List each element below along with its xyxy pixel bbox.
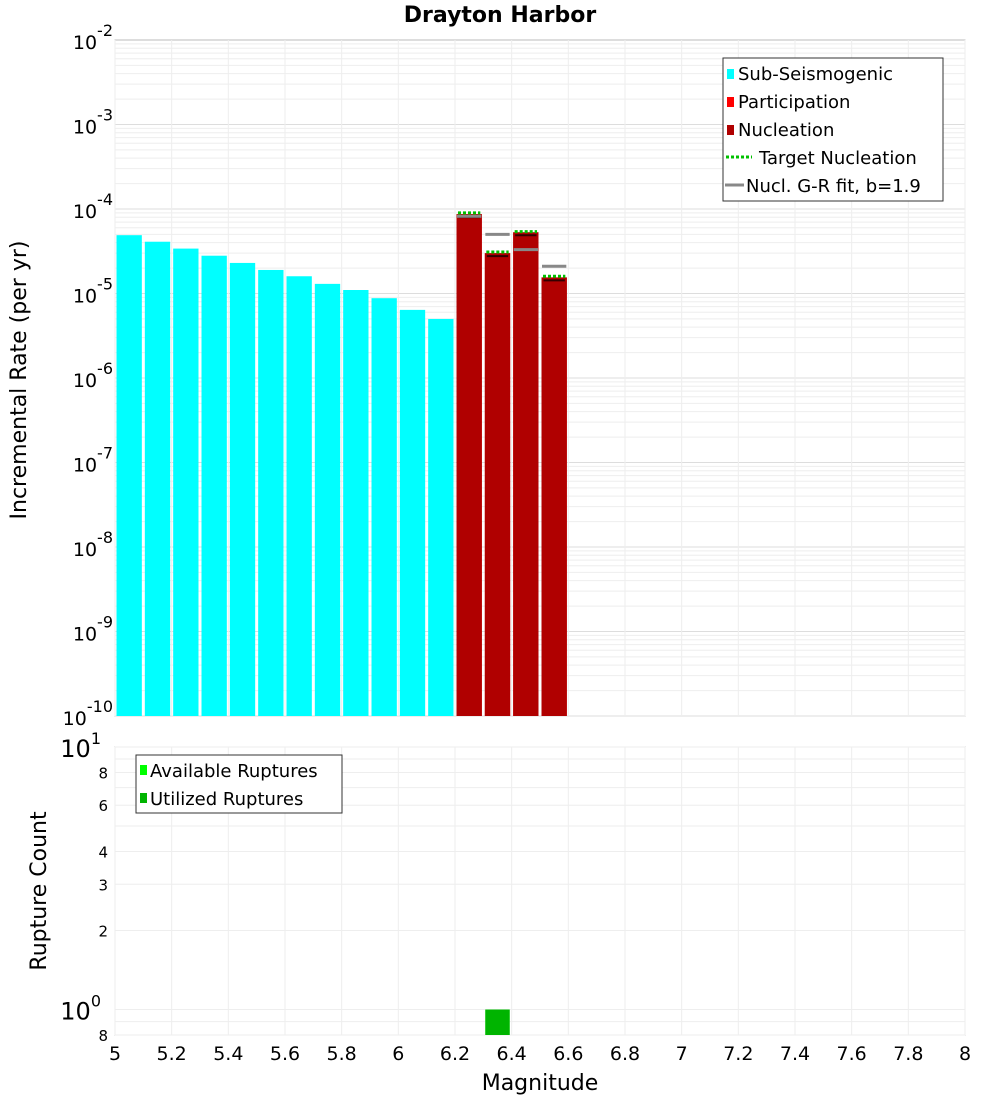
top-y-tick-label: 10-10 bbox=[63, 697, 113, 730]
legend-swatch-available-ruptures bbox=[140, 765, 147, 775]
bottom-legend: Available Ruptures Utilized Ruptures bbox=[135, 754, 343, 814]
legend-label-utilized-ruptures: Utilized Ruptures bbox=[150, 789, 303, 810]
legend-label-available-ruptures: Available Ruptures bbox=[150, 761, 318, 782]
legend-label-sub-seismogenic: Sub-Seismogenic bbox=[738, 64, 893, 85]
bar-sub-seismogenic bbox=[314, 283, 341, 716]
legend-label-gr-fit: Nucl. G-R fit, b=1.9 bbox=[746, 176, 921, 197]
bar-nucleation bbox=[484, 253, 511, 716]
top-y-tick-label: 10-2 bbox=[73, 21, 113, 54]
legend-swatch-utilized-ruptures bbox=[140, 793, 147, 803]
x-tick-label: 7 bbox=[676, 1043, 688, 1065]
top-y-tick-label: 10-6 bbox=[73, 359, 113, 392]
top-y-tick-labels: 10-10 10-9 10-8 10-7 10-6 10-5 10-4 10-3 10-2 bbox=[63, 21, 113, 730]
legend-label-target-nucleation: Target Nucleation bbox=[758, 148, 917, 169]
x-tick-label: 5 bbox=[109, 1043, 121, 1065]
top-bars bbox=[116, 214, 567, 716]
bar-sub-seismogenic bbox=[201, 255, 227, 716]
x-tick-label: 5.4 bbox=[213, 1043, 243, 1065]
x-tick-label: 5.2 bbox=[157, 1043, 187, 1065]
bar-sub-seismogenic bbox=[116, 235, 142, 716]
bottom-y-tick-label: 2 bbox=[98, 923, 108, 941]
legend-label-nucleation: Nucleation bbox=[738, 120, 834, 141]
bar-nucleation bbox=[513, 232, 539, 716]
bottom-bars bbox=[485, 1009, 510, 1035]
bottom-y-axis-label: Rupture Count bbox=[27, 811, 52, 971]
bar-sub-seismogenic bbox=[343, 290, 369, 716]
x-tick-label: 7.6 bbox=[837, 1043, 867, 1065]
top-y-tick-label: 10-4 bbox=[73, 190, 113, 223]
top-y-tick-label: 10-9 bbox=[73, 613, 113, 646]
x-tick-label: 7.2 bbox=[723, 1043, 753, 1065]
chart-title: Drayton Harbor bbox=[404, 3, 597, 28]
top-y-axis-label: Incremental Rate (per yr) bbox=[7, 241, 32, 520]
x-axis-label: Magnitude bbox=[482, 1071, 599, 1096]
bottom-y-tick-label: 101 bbox=[60, 729, 101, 763]
bottom-legend-box bbox=[135, 754, 343, 814]
legend-swatch-sub-seismogenic bbox=[727, 69, 734, 79]
x-tick-label: 7.8 bbox=[893, 1043, 923, 1065]
x-tick-label: 6 bbox=[392, 1043, 404, 1065]
top-legend-box bbox=[722, 57, 944, 202]
bar-sub-seismogenic bbox=[258, 269, 284, 716]
bottom-y-tick-label: 8 bbox=[98, 1027, 108, 1045]
x-tick-label: 5.8 bbox=[327, 1043, 357, 1065]
x-tick-label: 8 bbox=[959, 1043, 971, 1065]
top-y-tick-label: 10-3 bbox=[73, 106, 113, 139]
x-tick-labels: 5 5.2 5.4 5.6 5.8 6 6.2 6.4 6.6 6.8 7 7.2 7.4 7.6 7.8 8 bbox=[109, 1043, 971, 1065]
bar-sub-seismogenic bbox=[286, 276, 312, 716]
top-gr-fit-marks bbox=[457, 214, 567, 268]
x-tick-label: 5.6 bbox=[270, 1043, 300, 1065]
bottom-y-tick-label: 8 bbox=[98, 764, 108, 782]
bar-sub-seismogenic bbox=[399, 309, 426, 716]
top-y-tick-label: 10-8 bbox=[73, 528, 113, 561]
x-tick-label: 7.4 bbox=[780, 1043, 810, 1065]
bar-sub-seismogenic bbox=[371, 298, 397, 716]
bottom-y-tick-label: 100 bbox=[60, 992, 101, 1026]
bottom-y-tick-label: 3 bbox=[98, 876, 108, 894]
bar-sub-seismogenic bbox=[144, 241, 171, 716]
bar-sub-seismogenic bbox=[173, 248, 199, 716]
legend-swatch-participation bbox=[727, 97, 734, 107]
top-y-tick-label: 10-5 bbox=[73, 275, 113, 308]
top-panel: 10-10 10-9 10-8 10-7 10-6 10-5 10-4 10-3 10-2 Dr… bbox=[7, 3, 966, 730]
top-legend: Sub-Seismogenic Participation Nucleation… bbox=[722, 57, 944, 202]
bottom-y-tick-label: 4 bbox=[98, 843, 108, 861]
bottom-y-tick-label: 6 bbox=[98, 797, 108, 815]
x-tick-label: 6.4 bbox=[497, 1043, 527, 1065]
top-target-nucleation-marks bbox=[458, 211, 566, 278]
bar-nucleation bbox=[541, 277, 567, 716]
top-y-tick-label: 10-7 bbox=[73, 444, 113, 477]
x-tick-label: 6.8 bbox=[610, 1043, 640, 1065]
bar-sub-seismogenic bbox=[428, 318, 454, 716]
bar-nucleation bbox=[456, 214, 482, 716]
legend-label-participation: Participation bbox=[738, 92, 850, 113]
legend-swatch-nucleation bbox=[727, 125, 734, 135]
bar-sub-seismogenic bbox=[229, 262, 256, 716]
bar-utilized-ruptures bbox=[485, 1009, 510, 1035]
x-tick-label: 6.2 bbox=[440, 1043, 470, 1065]
x-tick-label: 6.6 bbox=[553, 1043, 583, 1065]
